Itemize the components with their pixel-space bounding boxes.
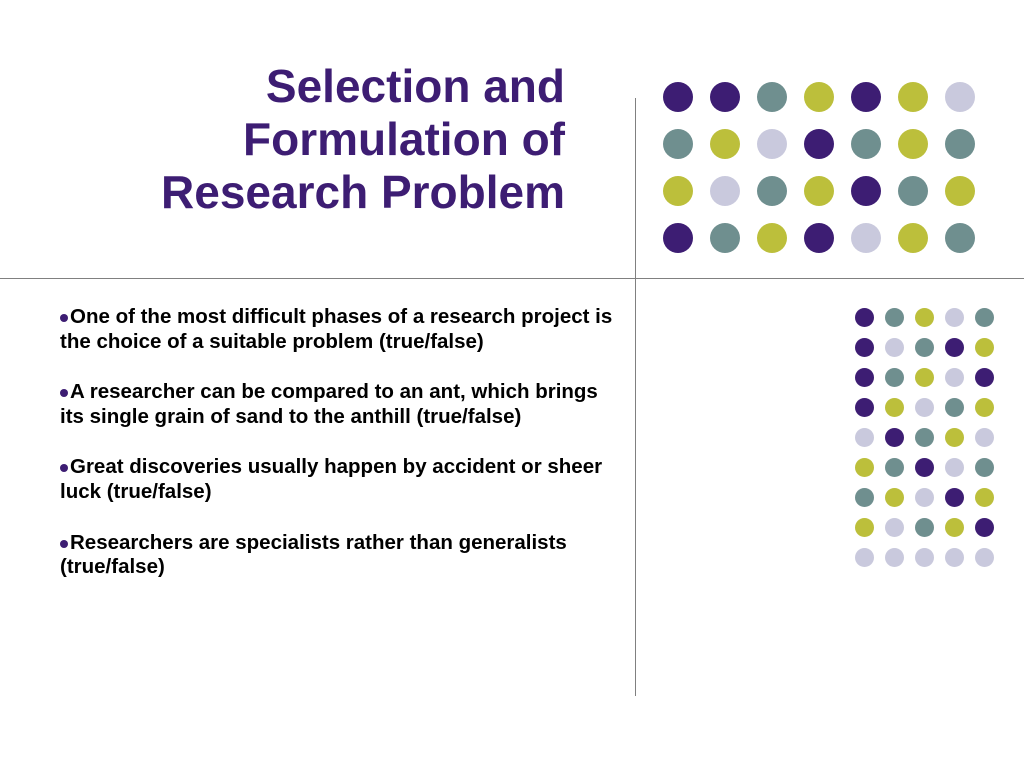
dot-icon xyxy=(757,129,787,159)
dot-icon xyxy=(945,176,975,206)
bullet-item: Researchers are specialists rather than … xyxy=(60,531,620,580)
dot-icon xyxy=(945,82,975,112)
dot-icon xyxy=(945,458,964,477)
dot-icon xyxy=(757,223,787,253)
dot-icon xyxy=(855,308,874,327)
dot-icon xyxy=(804,223,834,253)
dot-icon xyxy=(855,428,874,447)
dot-icon xyxy=(945,398,964,417)
dot-icon xyxy=(975,308,994,327)
dot-icon xyxy=(915,338,934,357)
bullet-text: A researcher can be compared to an ant, … xyxy=(60,380,598,428)
dot-icon xyxy=(804,82,834,112)
dot-icon xyxy=(915,428,934,447)
dot-icon xyxy=(663,82,693,112)
bullet-list: One of the most difficult phases of a re… xyxy=(60,305,620,606)
dot-icon xyxy=(945,488,964,507)
dot-icon xyxy=(975,368,994,387)
bullet-text: Researchers are specialists rather than … xyxy=(60,531,567,579)
bullet-item: Great discoveries usually happen by acci… xyxy=(60,455,620,504)
dot-icon xyxy=(855,518,874,537)
bullet-text: One of the most difficult phases of a re… xyxy=(60,305,612,353)
dot-icon xyxy=(915,308,934,327)
dot-icon xyxy=(898,129,928,159)
dot-icon xyxy=(945,548,964,567)
slide-title: Selection and Formulation of Research Pr… xyxy=(60,60,565,219)
dot-icon xyxy=(975,458,994,477)
bullet-dot-icon xyxy=(60,540,68,548)
dot-icon xyxy=(710,176,740,206)
dot-icon xyxy=(885,368,904,387)
bullet-item: One of the most difficult phases of a re… xyxy=(60,305,620,354)
dot-icon xyxy=(898,223,928,253)
dot-icon xyxy=(855,398,874,417)
dot-icon xyxy=(851,82,881,112)
dot-icon xyxy=(885,488,904,507)
bullet-dot-icon xyxy=(60,464,68,472)
dot-icon xyxy=(898,82,928,112)
dot-icon xyxy=(804,129,834,159)
dot-icon xyxy=(945,518,964,537)
horizontal-divider xyxy=(0,278,1024,279)
dot-icon xyxy=(898,176,928,206)
dot-icon xyxy=(915,368,934,387)
dot-icon xyxy=(945,308,964,327)
dot-icon xyxy=(945,428,964,447)
dot-icon xyxy=(885,458,904,477)
dot-icon xyxy=(710,223,740,253)
dot-icon xyxy=(757,82,787,112)
dot-icon xyxy=(945,129,975,159)
dot-icon xyxy=(804,176,834,206)
dot-icon xyxy=(885,398,904,417)
dot-icon xyxy=(855,368,874,387)
dot-icon xyxy=(975,338,994,357)
dot-icon xyxy=(851,223,881,253)
dot-icon xyxy=(663,129,693,159)
bullet-item: A researcher can be compared to an ant, … xyxy=(60,380,620,429)
bullet-dot-icon xyxy=(60,314,68,322)
dot-icon xyxy=(885,518,904,537)
dot-icon xyxy=(915,398,934,417)
dot-icon xyxy=(851,176,881,206)
dot-icon xyxy=(885,548,904,567)
dot-icon xyxy=(855,548,874,567)
dot-icon xyxy=(975,488,994,507)
dot-icon xyxy=(945,368,964,387)
vertical-divider xyxy=(635,98,636,696)
dot-icon xyxy=(885,428,904,447)
dot-icon xyxy=(975,548,994,567)
dot-icon xyxy=(975,518,994,537)
dot-icon xyxy=(885,308,904,327)
bullet-text: Great discoveries usually happen by acci… xyxy=(60,455,602,503)
dot-icon xyxy=(945,338,964,357)
dot-icon xyxy=(975,398,994,417)
dot-icon xyxy=(710,129,740,159)
dot-icon xyxy=(757,176,787,206)
title-area: Selection and Formulation of Research Pr… xyxy=(0,0,625,239)
dot-icon xyxy=(915,488,934,507)
dot-icon xyxy=(855,458,874,477)
dot-icon xyxy=(663,223,693,253)
dot-icon xyxy=(915,518,934,537)
dot-icon xyxy=(855,488,874,507)
bullet-dot-icon xyxy=(60,389,68,397)
dot-icon xyxy=(663,176,693,206)
dot-icon xyxy=(975,428,994,447)
dot-icon xyxy=(851,129,881,159)
dot-icon xyxy=(915,458,934,477)
dot-icon xyxy=(710,82,740,112)
dot-icon xyxy=(855,338,874,357)
dot-icon xyxy=(915,548,934,567)
dot-icon xyxy=(945,223,975,253)
dot-icon xyxy=(885,338,904,357)
